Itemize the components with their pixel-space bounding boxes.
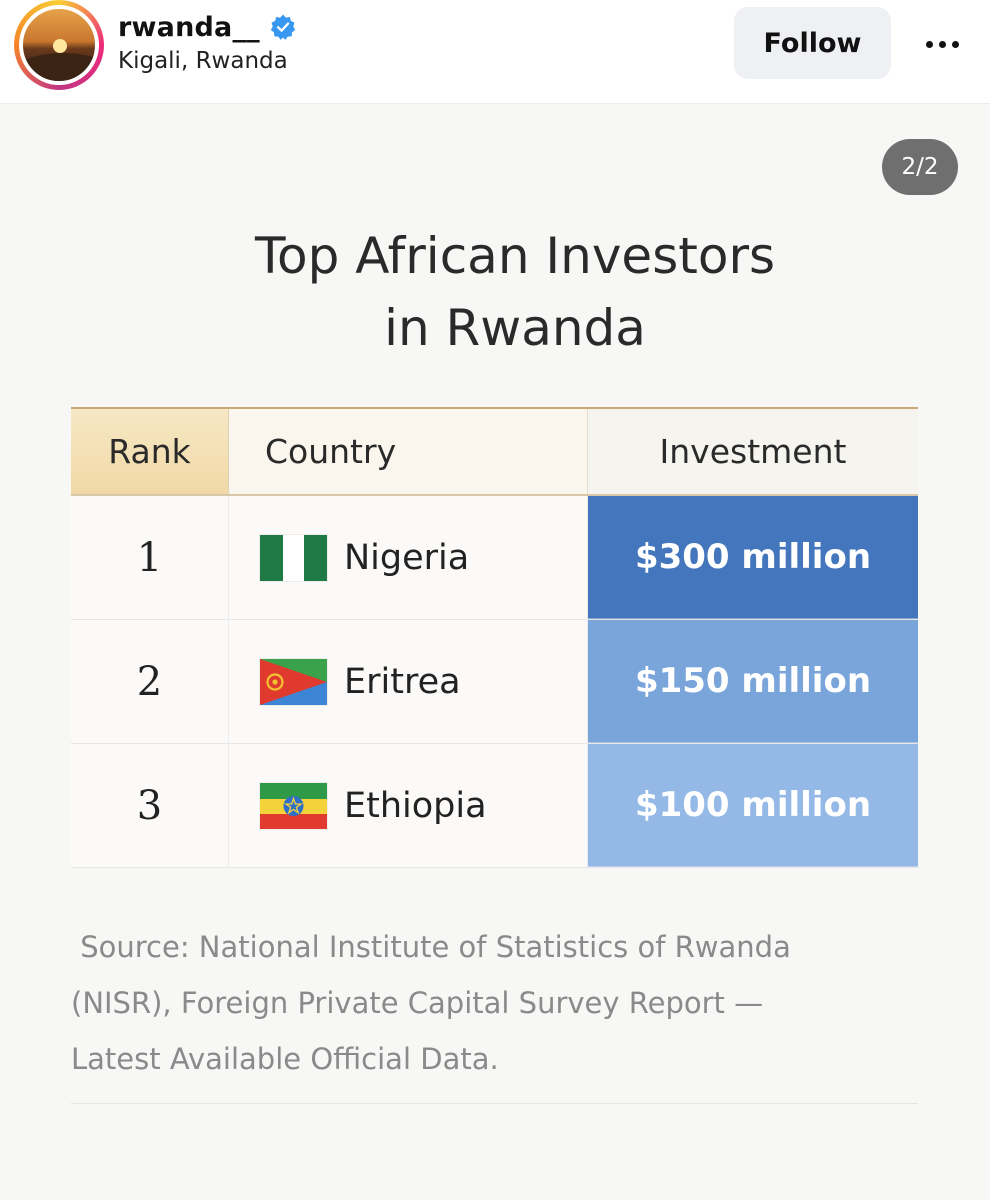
country-cell: Eritrea	[229, 620, 588, 743]
ethiopia-flag-icon	[260, 782, 327, 829]
table-row: 3 Ethiopia $100 million	[71, 744, 918, 868]
more-dot	[938, 40, 946, 48]
investment-cell: $100 million	[588, 744, 918, 867]
card-title-line-2: in Rwanda	[384, 299, 646, 357]
investment-cell: $150 million	[588, 620, 918, 743]
source-line-3: Latest Available Official Data.	[71, 1042, 499, 1076]
avatar-sun	[53, 39, 67, 53]
source-line-1: Source: National Institute of Statistics…	[71, 930, 791, 964]
more-dot	[925, 40, 933, 48]
table-row: 1 Nigeria $300 million	[71, 496, 918, 620]
header-country: Country	[229, 409, 588, 494]
page-counter: 2/2	[882, 139, 958, 195]
nigeria-flag-icon	[260, 534, 327, 581]
table-row: 2 Eritrea $150 million	[71, 620, 918, 744]
avatar-hill	[23, 53, 95, 81]
post-header: rwanda__ Kigali, Rwanda Follow	[0, 0, 990, 104]
divider	[71, 1103, 918, 1104]
country-name: Nigeria	[344, 537, 470, 578]
source-note: Source: National Institute of Statistics…	[71, 919, 921, 1087]
source-line-2: (NISR), Foreign Private Capital Survey R…	[71, 986, 764, 1020]
country-name: Eritrea	[344, 661, 461, 702]
more-options-icon[interactable]	[914, 22, 970, 66]
eritrea-flag-icon	[260, 658, 327, 705]
country-name: Ethiopia	[344, 785, 487, 826]
follow-button[interactable]: Follow	[734, 7, 891, 79]
header-investment: Investment	[588, 409, 918, 494]
post-image[interactable]: 2/2 Top African Investors in Rwanda Rank…	[0, 104, 990, 1200]
verified-badge-icon	[270, 14, 296, 40]
table-header: Rank Country Investment	[71, 409, 918, 496]
rank-cell: 2	[71, 620, 229, 743]
rank-cell: 3	[71, 744, 229, 867]
header-rank: Rank	[71, 409, 229, 494]
username-row: rwanda__	[118, 10, 296, 44]
country-cell: Nigeria	[229, 496, 588, 619]
rank-cell: 1	[71, 496, 229, 619]
country-cell: Ethiopia	[229, 744, 588, 867]
avatar[interactable]	[19, 5, 99, 85]
investment-cell: $300 million	[588, 496, 918, 619]
location-link[interactable]: Kigali, Rwanda	[118, 48, 288, 74]
story-ring[interactable]	[14, 0, 104, 90]
investors-table: Rank Country Investment 1 Nigeria $300 m…	[71, 407, 918, 868]
card-title-line-1: Top African Investors	[254, 227, 776, 285]
username[interactable]: rwanda__	[118, 11, 260, 43]
card-title: Top African Investors in Rwanda	[0, 220, 990, 364]
more-dot	[951, 40, 959, 48]
